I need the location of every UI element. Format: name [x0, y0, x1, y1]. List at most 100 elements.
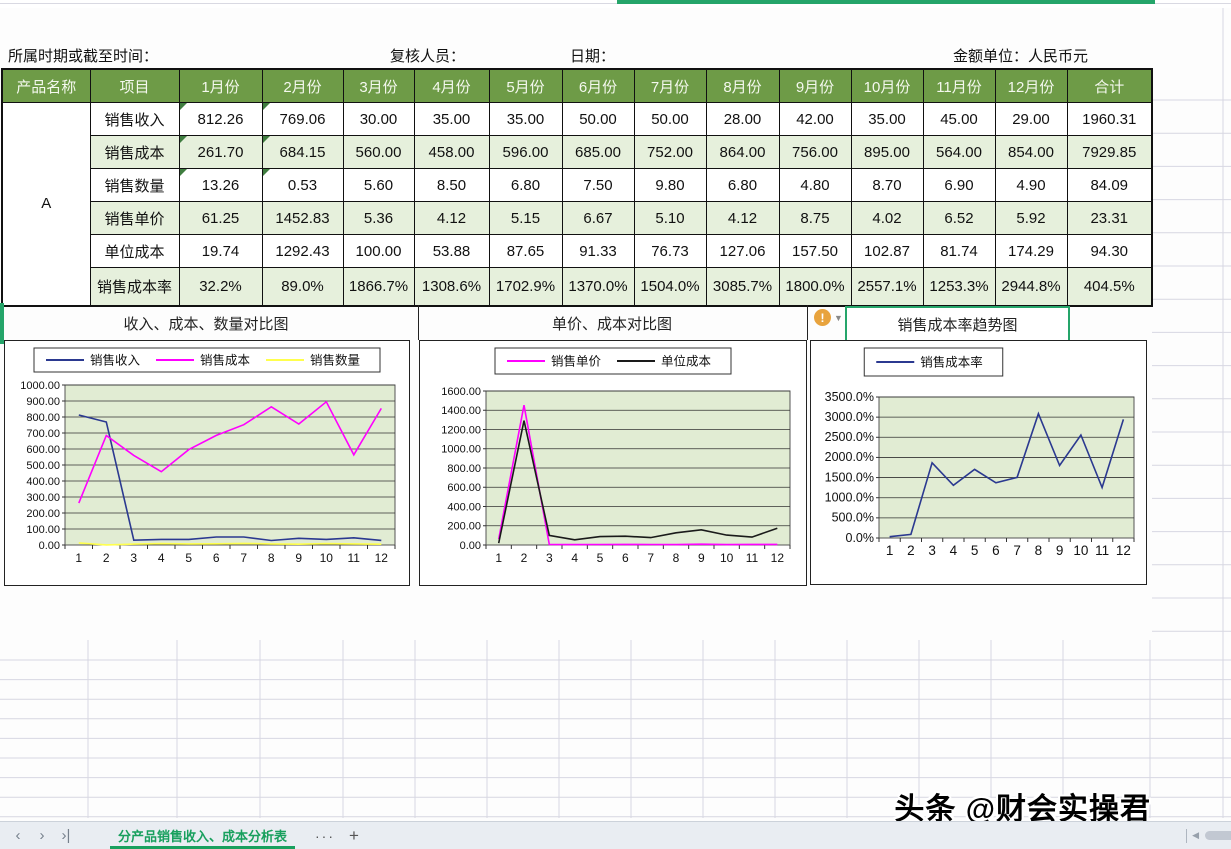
horizontal-scrollbar-thumb[interactable] [1205, 831, 1231, 840]
value-cell[interactable]: 4.12 [705, 201, 780, 235]
value-cell[interactable]: 94.30 [1066, 234, 1153, 268]
add-sheet-button[interactable]: + [349, 825, 359, 845]
value-cell[interactable]: 4.02 [850, 201, 924, 235]
value-cell[interactable]: 864.00 [705, 135, 780, 169]
value-cell[interactable]: 9.80 [633, 168, 707, 202]
value-cell[interactable]: 1253.3% [922, 267, 996, 306]
series-line-单位成本[interactable] [497, 420, 778, 544]
col-header[interactable]: 2月份 [261, 68, 344, 103]
sheet-list-button[interactable]: ··· [315, 827, 336, 844]
value-cell[interactable]: 6.80 [488, 168, 563, 202]
value-cell[interactable]: 685.00 [561, 135, 635, 169]
value-cell[interactable]: 2944.8% [994, 267, 1068, 306]
value-cell[interactable]: 61.25 [178, 201, 263, 235]
value-cell[interactable]: 1866.7% [342, 267, 415, 306]
value-cell[interactable]: 8.50 [413, 168, 490, 202]
value-cell[interactable]: 32.2% [178, 267, 263, 306]
value-cell[interactable]: 1504.0% [633, 267, 707, 306]
value-cell[interactable]: 5.15 [488, 201, 563, 235]
value-cell[interactable]: 91.33 [561, 234, 635, 268]
selected-cell-chart3-title[interactable]: 销售成本率趋势图 [845, 306, 1070, 342]
value-cell[interactable]: 854.00 [994, 135, 1068, 169]
chevron-down-icon[interactable]: ▼ [834, 312, 843, 323]
col-header[interactable]: 5月份 [488, 68, 563, 103]
value-cell[interactable]: 3085.7% [705, 267, 780, 306]
error-checking-button[interactable]: ! ▼ [814, 309, 843, 326]
value-cell[interactable]: 596.00 [488, 135, 563, 169]
col-header[interactable]: 项目 [89, 68, 180, 103]
value-cell[interactable]: 1308.6% [413, 267, 490, 306]
value-cell[interactable]: 1370.0% [561, 267, 635, 306]
series-line-销售收入[interactable] [78, 414, 382, 542]
value-cell[interactable]: 7929.85 [1066, 135, 1153, 169]
value-cell[interactable]: 1800.0% [778, 267, 852, 306]
warning-icon[interactable]: ! [814, 309, 831, 326]
value-cell[interactable]: 42.00 [778, 102, 852, 136]
value-cell[interactable]: 6.90 [922, 168, 996, 202]
value-cell[interactable]: 6.52 [922, 201, 996, 235]
value-cell[interactable]: 684.15 [261, 135, 344, 169]
value-cell[interactable]: 404.5% [1066, 267, 1153, 306]
value-cell[interactable]: 5.10 [633, 201, 707, 235]
col-header[interactable]: 10月份 [850, 68, 924, 103]
value-cell[interactable]: 174.29 [994, 234, 1068, 268]
value-cell[interactable]: 76.73 [633, 234, 707, 268]
value-cell[interactable]: 4.80 [778, 168, 852, 202]
sheet-nav-prev-icon[interactable]: ‹ [15, 827, 21, 844]
value-cell[interactable]: 100.00 [342, 234, 415, 268]
value-cell[interactable]: 812.26 [178, 102, 263, 136]
sheet-tab-active[interactable]: 分产品销售收入、成本分析表 [104, 822, 301, 849]
value-cell[interactable]: 560.00 [342, 135, 415, 169]
value-cell[interactable]: 84.09 [1066, 168, 1153, 202]
chart-revenue-cost-qty[interactable]: 销售收入 销售成本 销售数量 0.00 100.00 200.00 300.00 400.00… [4, 340, 410, 586]
value-cell[interactable]: 29.00 [994, 102, 1068, 136]
value-cell[interactable]: 23.31 [1066, 201, 1153, 235]
value-cell[interactable]: 8.75 [778, 201, 852, 235]
value-cell[interactable]: 5.36 [342, 201, 415, 235]
value-cell[interactable]: 756.00 [778, 135, 852, 169]
value-cell[interactable]: 19.74 [178, 234, 263, 268]
value-cell[interactable]: 28.00 [705, 102, 780, 136]
value-cell[interactable]: 261.70 [178, 135, 263, 169]
series-line-销售数量[interactable] [78, 542, 382, 546]
col-header[interactable]: 12月份 [994, 68, 1068, 103]
value-cell[interactable]: 5.60 [342, 168, 415, 202]
value-cell[interactable]: 35.00 [413, 102, 490, 136]
value-cell[interactable]: 5.92 [994, 201, 1068, 235]
series-line-销售成本[interactable] [78, 400, 382, 504]
sheet-nav-last-icon[interactable]: ›| [61, 827, 71, 844]
value-cell[interactable]: 564.00 [922, 135, 996, 169]
row-label-cell[interactable]: 销售单价 [89, 201, 180, 235]
value-cell[interactable]: 6.80 [705, 168, 780, 202]
value-cell[interactable]: 0.53 [261, 168, 344, 202]
col-header[interactable]: 6月份 [561, 68, 635, 103]
col-header[interactable]: 11月份 [922, 68, 996, 103]
chart-price-cost[interactable]: 销售单价 单位成本 0.00 200.00 400.00 600.00 800.00 1000… [419, 340, 807, 586]
col-header[interactable]: 8月份 [705, 68, 780, 103]
value-cell[interactable]: 127.06 [705, 234, 780, 268]
chart-cost-rate-trend[interactable]: 销售成本率 0.0% 500.0% 1000.0% 1500.0% 2000.0% 2500… [810, 340, 1147, 585]
col-header[interactable]: 产品名称 [1, 68, 91, 103]
value-cell[interactable]: 4.12 [413, 201, 490, 235]
value-cell[interactable]: 1960.31 [1066, 102, 1153, 136]
value-cell[interactable]: 1452.83 [261, 201, 344, 235]
value-cell[interactable]: 8.70 [850, 168, 924, 202]
value-cell[interactable]: 89.0% [261, 267, 344, 306]
value-cell[interactable]: 157.50 [778, 234, 852, 268]
value-cell[interactable]: 752.00 [633, 135, 707, 169]
value-cell[interactable]: 30.00 [342, 102, 415, 136]
value-cell[interactable]: 87.65 [488, 234, 563, 268]
value-cell[interactable]: 53.88 [413, 234, 490, 268]
col-header[interactable]: 7月份 [633, 68, 707, 103]
value-cell[interactable]: 4.90 [994, 168, 1068, 202]
series-line-销售成本率[interactable] [889, 411, 1125, 538]
value-cell[interactable]: 2557.1% [850, 267, 924, 306]
value-cell[interactable]: 50.00 [561, 102, 635, 136]
value-cell[interactable]: 7.50 [561, 168, 635, 202]
row-label-cell[interactable]: 销售数量 [89, 168, 180, 202]
col-header[interactable]: 1月份 [178, 68, 263, 103]
value-cell[interactable]: 45.00 [922, 102, 996, 136]
row-label-cell[interactable]: 销售成本率 [89, 267, 180, 306]
value-cell[interactable]: 102.87 [850, 234, 924, 268]
col-header[interactable]: 4月份 [413, 68, 490, 103]
